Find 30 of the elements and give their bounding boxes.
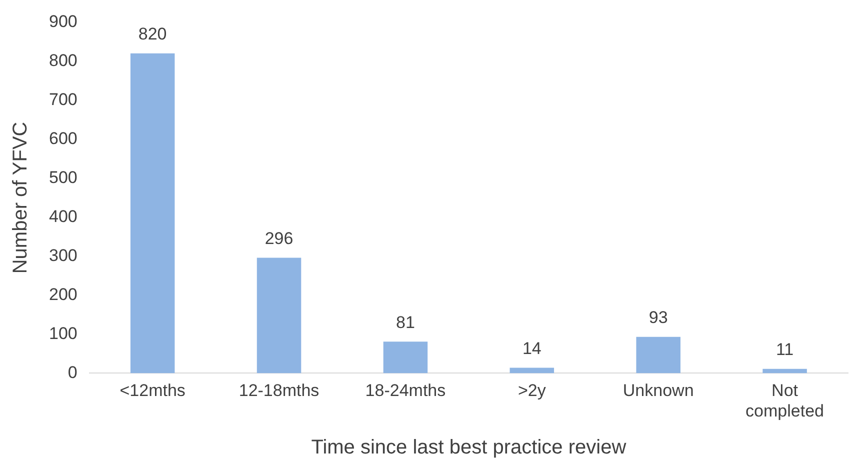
bar (383, 342, 428, 374)
data-label: 11 (776, 340, 794, 360)
x-tick-label: 18-24mths (365, 381, 446, 400)
data-label: 93 (648, 308, 668, 328)
bar (130, 53, 175, 374)
y-tick-label: 900 (48, 12, 78, 31)
bar (510, 368, 554, 374)
y-tick-label: 800 (48, 50, 78, 70)
x-tick-label: >2y (518, 381, 546, 400)
bar (762, 368, 807, 374)
data-label: 296 (264, 228, 294, 248)
bar (256, 258, 302, 374)
y-tick-label: 700 (48, 90, 78, 109)
x-tick-label: <12mths (120, 381, 186, 400)
data-label: 820 (138, 24, 167, 44)
y-tick-label: 500 (48, 168, 78, 187)
y-tick-label: 300 (48, 246, 78, 265)
y-tick-label: 400 (48, 206, 78, 226)
x-axis-title: Time since last best practice review (311, 436, 627, 459)
y-axis-title: Number of YFVC (10, 122, 32, 274)
data-label: 14 (522, 338, 542, 358)
y-tick-label: 200 (48, 284, 78, 304)
y-tick-label: 100 (48, 324, 78, 343)
y-tick-label: 600 (48, 128, 78, 148)
x-tick-label: Not completed (746, 381, 824, 420)
y-tick-label: 0 (68, 362, 78, 382)
x-tick-label: Unknown (622, 381, 694, 400)
x-tick-label: 12-18mths (238, 381, 320, 400)
data-label: 81 (396, 312, 415, 332)
bar (636, 336, 680, 374)
